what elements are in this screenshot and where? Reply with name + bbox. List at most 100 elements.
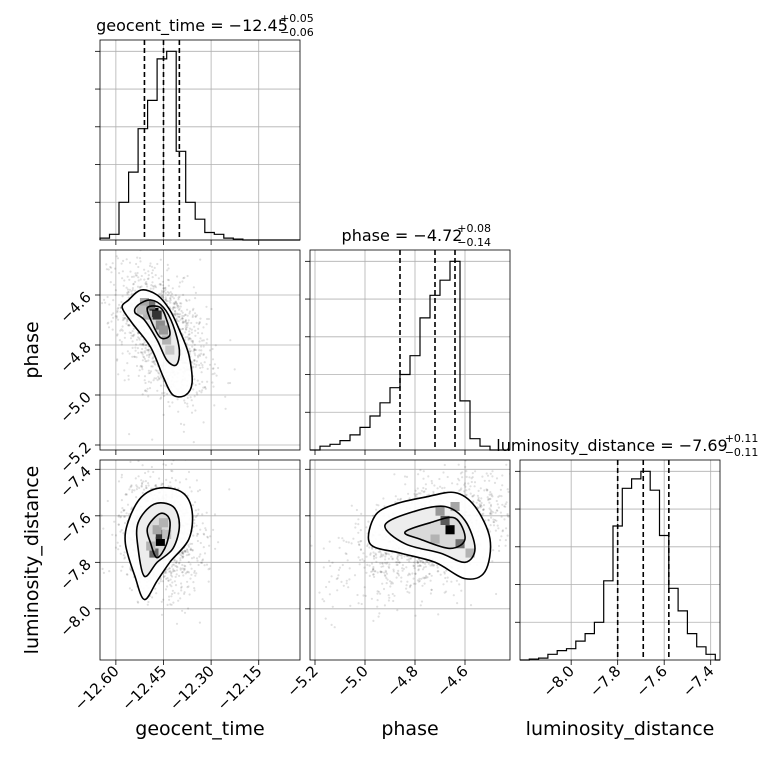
- scatter-point: [147, 482, 150, 485]
- scatter-point: [504, 503, 507, 506]
- density-cell: [152, 525, 162, 535]
- scatter-point: [194, 574, 197, 577]
- scatter-point: [174, 564, 177, 568]
- scatter-point: [137, 336, 140, 339]
- scatter-point: [145, 349, 148, 352]
- scatter-point: [144, 351, 147, 354]
- scatter-point: [182, 555, 185, 558]
- scatter-point: [157, 293, 161, 296]
- scatter-point: [425, 560, 428, 563]
- scatter-point: [173, 312, 176, 315]
- title-minus: −0.14: [457, 236, 491, 249]
- scatter-point: [139, 278, 142, 281]
- scatter-point: [422, 490, 425, 494]
- scatter-point: [196, 490, 200, 493]
- scatter-point: [164, 286, 167, 289]
- scatter-point: [459, 488, 462, 491]
- scatter-point: [341, 537, 344, 540]
- scatter-point: [187, 571, 190, 574]
- scatter-point: [490, 512, 493, 516]
- scatter-point: [183, 591, 186, 594]
- scatter-point: [407, 572, 411, 575]
- scatter-point: [380, 565, 383, 568]
- scatter-point: [547, 479, 549, 481]
- scatter-point: [167, 579, 170, 582]
- scatter-point: [177, 296, 180, 299]
- scatter-point: [100, 514, 103, 517]
- scatter-point: [479, 487, 482, 490]
- scatter-point: [145, 390, 148, 393]
- scatter-point: [173, 558, 176, 561]
- scatter-point: [345, 540, 348, 544]
- scatter-point: [209, 535, 212, 538]
- scatter-point: [461, 476, 464, 479]
- scatter-point: [175, 302, 178, 305]
- scatter-point: [181, 317, 184, 320]
- scatter-point: [114, 289, 117, 292]
- scatter-point: [199, 337, 202, 340]
- scatter-point: [136, 485, 139, 488]
- scatter-point: [128, 288, 131, 291]
- scatter-point: [409, 584, 412, 587]
- scatter-point: [350, 542, 353, 545]
- scatter-point: [158, 283, 161, 286]
- scatter-point: [193, 359, 196, 362]
- scatter-point: [477, 498, 480, 501]
- scatter-point: [464, 485, 467, 488]
- scatter-point: [133, 333, 136, 336]
- density-cell: [146, 300, 156, 310]
- scatter-point: [117, 523, 120, 526]
- scatter-point: [190, 321, 193, 325]
- scatter-point: [166, 585, 169, 588]
- scatter-point: [167, 292, 171, 295]
- scatter-point: [342, 539, 345, 542]
- scatter-point: [194, 365, 197, 368]
- scatter-point: [118, 272, 121, 275]
- scatter-point: [511, 466, 513, 468]
- scatter-point: [510, 518, 512, 520]
- scatter-point: [141, 353, 144, 356]
- scatter-point: [512, 517, 514, 519]
- scatter-point: [164, 296, 167, 299]
- scatter-point: [198, 340, 201, 343]
- scatter-point: [177, 298, 180, 301]
- scatter-point: [186, 549, 189, 552]
- scatter-point: [444, 590, 448, 593]
- density-cell: [445, 525, 455, 535]
- scatter-point: [560, 479, 562, 481]
- scatter-point: [141, 483, 144, 486]
- x-tick-label: −4.6: [433, 662, 471, 700]
- scatter-point: [168, 405, 171, 408]
- scatter-point: [384, 562, 387, 565]
- scatter-point: [163, 298, 167, 301]
- scatter-point: [450, 580, 453, 583]
- scatter-point: [136, 285, 140, 288]
- scatter-point: [501, 474, 504, 477]
- scatter-point: [129, 331, 133, 335]
- scatter-point: [193, 571, 196, 574]
- scatter-point: [464, 494, 468, 497]
- scatter-point: [489, 530, 492, 533]
- scatter-point: [365, 555, 368, 558]
- scatter-point: [137, 374, 140, 377]
- scatter-point: [144, 347, 147, 350]
- scatter-point: [206, 536, 209, 539]
- scatter-point: [192, 350, 195, 353]
- scatter-point: [360, 602, 363, 606]
- x-tick-label: −8.0: [539, 662, 577, 700]
- scatter-point: [382, 587, 386, 591]
- scatter-point: [180, 585, 183, 588]
- scatter-point: [115, 316, 118, 319]
- scatter-point: [136, 256, 139, 259]
- scatter-point: [214, 344, 217, 347]
- scatter-point: [430, 564, 434, 567]
- scatter-point: [373, 575, 376, 579]
- scatter-point: [186, 396, 189, 399]
- scatter-point: [126, 362, 129, 365]
- scatter-point: [179, 567, 182, 570]
- scatter-point: [177, 305, 180, 308]
- scatter-point: [409, 584, 412, 587]
- scatter-point: [203, 361, 206, 364]
- scatter-point: [128, 352, 131, 355]
- scatter-point: [206, 380, 209, 383]
